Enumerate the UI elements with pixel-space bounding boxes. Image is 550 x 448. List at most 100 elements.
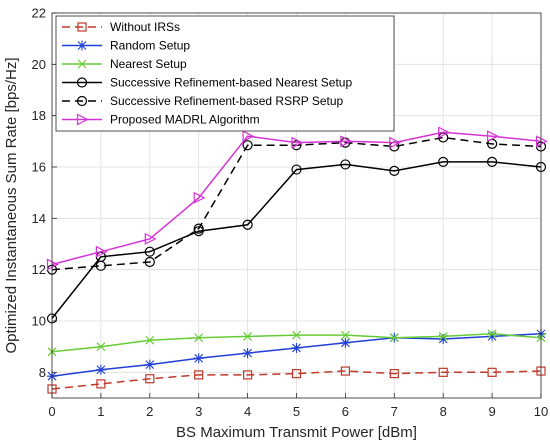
data-point [291,342,302,353]
legend-label: Without IRSs [110,20,180,34]
y-tick-label: 8 [39,365,46,380]
data-point [438,333,449,344]
data-point [340,366,350,376]
legend-entry-2: Nearest Setup [62,57,187,71]
series-line [51,161,542,319]
data-point [96,342,106,352]
data-point [340,159,351,170]
legend-marker [77,22,87,32]
x-tick-label: 2 [146,404,153,419]
data-point [95,260,107,271]
data-point [389,136,402,149]
x-tick-label: 3 [195,404,202,419]
data-point [95,245,108,258]
data-point [193,191,206,204]
data-point [389,369,399,379]
legend-label: Successive Refinement-based Nearest Setu… [110,76,352,90]
x-tick-label: 7 [391,404,398,419]
series-line [51,370,542,390]
data-point [95,364,106,375]
data-point [438,367,448,377]
data-point [487,367,497,377]
data-point [487,130,499,143]
data-point [389,333,399,343]
data-point [243,370,253,380]
legend-label: Random Setup [110,39,190,53]
series-layer [46,126,548,394]
data-point [340,330,350,340]
y-tick-label: 20 [32,57,46,72]
x-tick-label: 0 [48,404,55,419]
y-tick-labels: 8 10 12 14 16 18 20 22 [32,6,46,380]
data-point [438,156,449,167]
x-tick-labels: 0 1 2 3 4 5 6 7 8 9 10 [48,404,548,419]
legend-label: Proposed MADRL Algorithm [110,113,260,127]
legend: Without IRSs Random Setup Nearest Setup Suc… [55,15,395,132]
data-point [193,353,204,364]
data-point [242,348,253,359]
legend-marker [76,95,88,107]
data-point [340,135,353,148]
legend-marker [77,59,87,69]
data-point [145,374,155,384]
legend-marker [76,77,88,88]
x-tick-label: 9 [488,404,495,419]
data-point [487,156,498,167]
legend-marker [76,113,89,126]
plot-frame [51,12,542,399]
y-tick-label: 12 [32,262,46,277]
legend-marker [77,40,87,51]
y-tick-label: 16 [32,160,46,175]
x-tick-label: 6 [342,404,349,419]
x-tick-label: 8 [440,404,447,419]
data-point [194,333,204,343]
data-point [389,165,400,176]
series-1 [47,328,546,382]
data-point [340,337,351,348]
y-tick-label: 10 [32,314,46,329]
y-tick-label: 14 [32,211,46,226]
data-point [291,164,302,175]
data-point [291,136,304,149]
y-tick-label: 22 [32,6,46,21]
data-point [438,126,451,139]
legend-entry-5: Proposed MADRL Algorithm [62,113,260,127]
data-point [193,226,204,237]
data-point [535,135,548,148]
data-point [292,330,301,340]
legend-label: Successive Refinement-based RSRP Setup [110,94,344,108]
x-tick-label: 1 [97,404,104,419]
data-point [193,223,204,234]
y-tick-label: 18 [32,108,46,123]
data-point [145,335,155,345]
data-point [242,219,253,230]
data-point [144,256,155,268]
x-axis-label: BS Maximum Transmit Power [dBm] [176,424,417,441]
data-point [194,370,204,380]
data-point [242,140,253,151]
y-axis-label: Optimized Instantaneous Sum Rate [bps/Hz… [3,58,20,354]
data-point [46,258,59,271]
x-tick-label: 10 [534,404,548,419]
data-point [96,379,106,389]
x-tick-label: 5 [293,404,300,419]
legend-entry-0: Without IRSs [62,20,180,34]
x-tick-label: 4 [244,404,251,419]
legend-label: Nearest Setup [110,57,187,71]
data-point [144,359,155,370]
data-point [487,329,497,339]
data-point [291,369,302,379]
data-point [242,130,255,143]
data-point [144,232,157,245]
data-point [144,246,155,257]
data-point [438,331,448,341]
legend-entry-1: Random Setup [62,39,190,53]
series-5 [46,126,548,271]
series-line [51,131,542,266]
legend-entry-3: Successive Refinement-based Nearest Setu… [62,76,352,90]
legend-box [55,15,395,132]
data-point [243,331,253,341]
data-point [487,331,498,342]
legend-entry-4: Successive Refinement-based RSRP Setup [62,94,344,108]
